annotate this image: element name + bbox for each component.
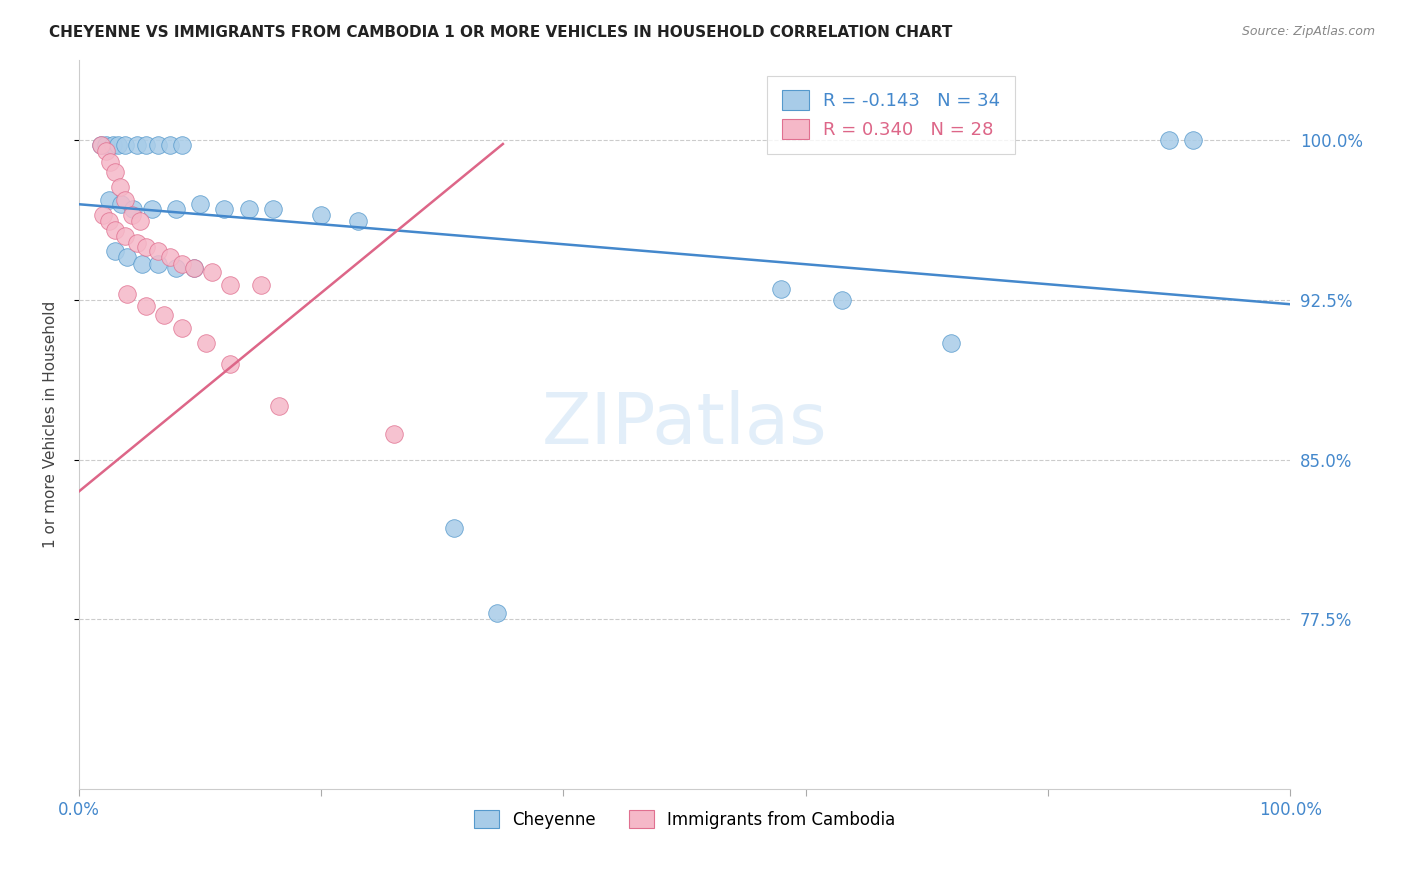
Point <box>104 223 127 237</box>
Point <box>135 299 157 313</box>
Point <box>127 235 149 250</box>
Point <box>117 286 139 301</box>
Point <box>114 137 136 152</box>
Text: Source: ZipAtlas.com: Source: ZipAtlas.com <box>1241 25 1375 38</box>
Point <box>131 257 153 271</box>
Point <box>146 137 169 152</box>
Point <box>135 240 157 254</box>
Point <box>183 261 205 276</box>
Point <box>1157 133 1180 147</box>
Point <box>94 137 117 152</box>
Point <box>98 214 121 228</box>
Point <box>219 278 242 293</box>
Text: CHEYENNE VS IMMIGRANTS FROM CAMBODIA 1 OR MORE VEHICLES IN HOUSEHOLD CORRELATION: CHEYENNE VS IMMIGRANTS FROM CAMBODIA 1 O… <box>49 25 953 40</box>
Point <box>188 197 211 211</box>
Point <box>117 251 139 265</box>
Point <box>104 244 127 258</box>
Point <box>195 335 218 350</box>
Point <box>165 202 187 216</box>
Point <box>831 293 853 307</box>
Point <box>90 137 112 152</box>
Point <box>382 427 405 442</box>
Point <box>122 202 145 216</box>
Point <box>135 137 157 152</box>
Point <box>214 202 236 216</box>
Point <box>152 308 174 322</box>
Point <box>108 180 131 194</box>
Point <box>110 197 132 211</box>
Point <box>170 320 193 334</box>
Point <box>165 261 187 276</box>
Point <box>770 282 793 296</box>
Point <box>100 154 122 169</box>
Point <box>127 137 149 152</box>
Point <box>101 137 124 152</box>
Point <box>485 606 508 620</box>
Legend: Cheyenne, Immigrants from Cambodia: Cheyenne, Immigrants from Cambodia <box>467 804 903 836</box>
Y-axis label: 1 or more Vehicles in Household: 1 or more Vehicles in Household <box>44 301 58 548</box>
Point <box>104 165 127 179</box>
Text: ZIPatlas: ZIPatlas <box>541 390 827 458</box>
Point <box>309 208 332 222</box>
Point <box>939 335 962 350</box>
Point <box>121 208 143 222</box>
Point <box>219 357 242 371</box>
Point <box>183 261 205 276</box>
Point <box>238 202 260 216</box>
Point <box>346 214 368 228</box>
Point <box>249 278 271 293</box>
Point <box>146 244 169 258</box>
Point <box>443 520 465 534</box>
Point <box>91 208 114 222</box>
Point <box>170 257 193 271</box>
Point <box>146 257 169 271</box>
Point <box>267 400 290 414</box>
Point <box>159 251 181 265</box>
Point <box>159 137 181 152</box>
Point <box>262 202 284 216</box>
Point <box>114 193 136 207</box>
Point <box>201 265 224 279</box>
Point <box>90 137 112 152</box>
Point <box>94 144 117 158</box>
Point <box>114 229 136 244</box>
Point <box>170 137 193 152</box>
Point <box>128 214 150 228</box>
Point <box>98 193 121 207</box>
Point <box>107 137 129 152</box>
Point <box>1182 133 1205 147</box>
Point <box>141 202 163 216</box>
